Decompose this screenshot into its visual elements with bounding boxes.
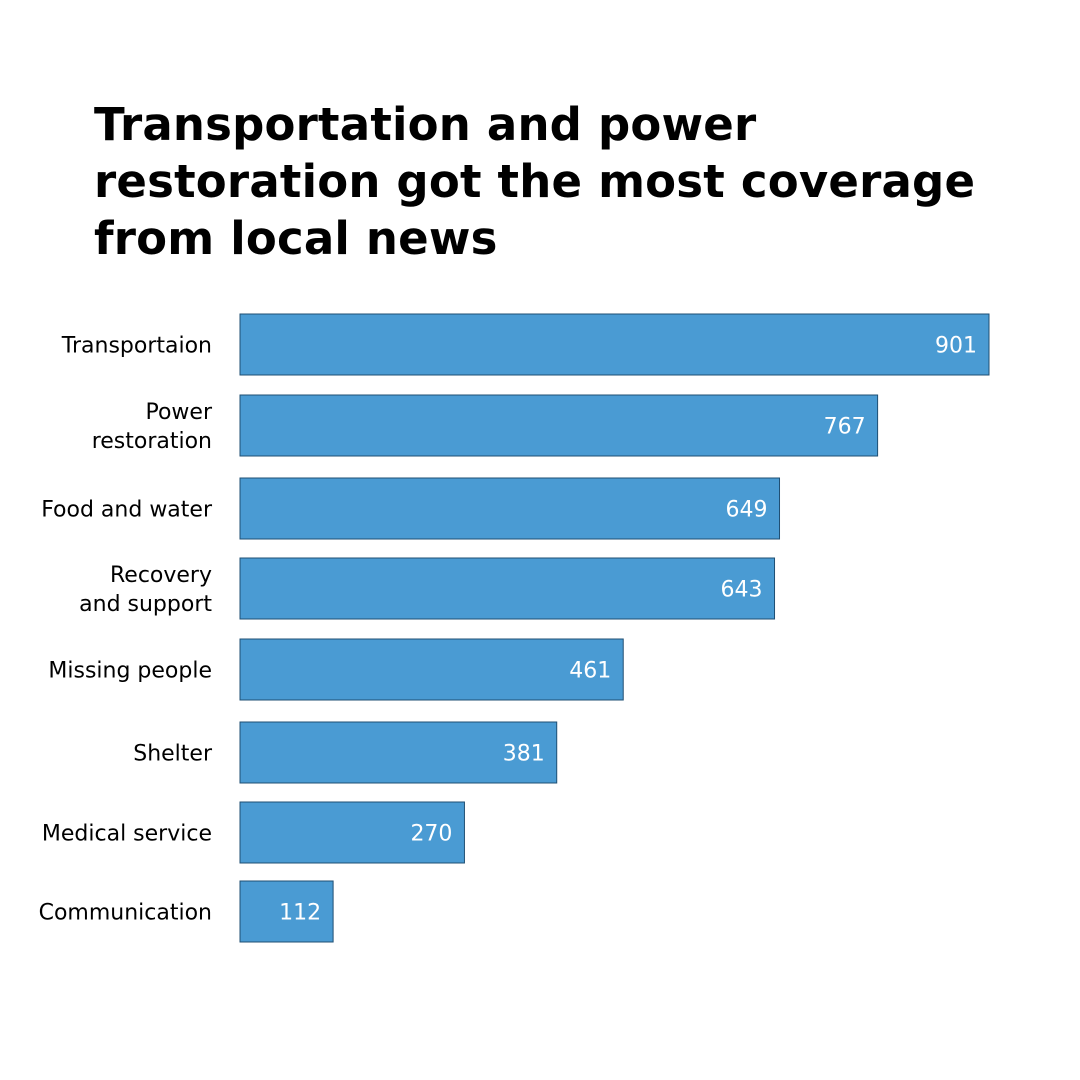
category-label-line: and support [79,592,212,617]
category-label: Food and water [41,498,213,523]
bar-value-label: 767 [824,415,866,440]
bar-value-label: 381 [503,742,545,767]
category-label: Medical service [42,822,212,847]
category-label-line: Missing people [48,659,212,684]
bar-group: 767 Power restoration [92,394,879,457]
bar-value-label: 643 [721,578,763,603]
category-label: Power restoration [92,400,213,454]
bar [239,313,990,376]
bar [239,394,879,457]
category-label: Missing people [48,659,212,684]
category-label-line: restoration [92,429,212,454]
category-label-line: Communication [39,901,212,926]
bar-value-label: 649 [726,498,768,523]
bar [239,638,624,701]
category-label-line: Recovery [110,563,212,588]
bar [239,477,781,540]
bar [239,721,558,784]
bar-group: 649 Food and water [41,477,781,540]
bar-value-label: 901 [935,334,977,359]
chart-title: Transportation and power restoration got… [94,98,976,265]
bar-value-label: 270 [410,822,452,847]
category-label: Recovery and support [79,563,212,617]
bar-value-label: 112 [279,901,321,926]
bar-group: 270 Medical service [42,801,465,864]
bar-group: 461 Missing people [48,638,624,701]
category-label: Transportaion [61,334,212,359]
category-label: Shelter [133,742,213,767]
category-label-line: Transportaion [61,334,212,359]
bar-group: 381 Shelter [133,721,558,784]
bar-group: 901 Transportaion [61,313,990,376]
bar-value-label: 461 [569,659,611,684]
bar-group: 112 Communication [39,880,334,943]
category-label-line: Shelter [133,742,213,767]
bar [239,557,776,620]
category-label-line: Power [145,400,212,425]
bar [239,880,334,943]
category-label-line: Medical service [42,822,212,847]
category-label: Communication [39,901,212,926]
bar [239,801,465,864]
category-label-line: Food and water [41,498,213,523]
bar-group: 643 Recovery and support [79,557,776,620]
